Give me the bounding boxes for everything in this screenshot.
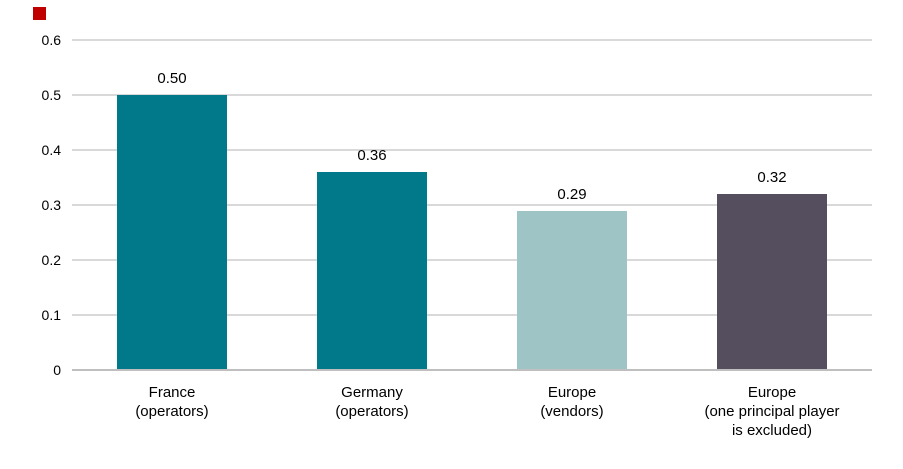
- gridline: [72, 94, 872, 96]
- y-axis-tick-label: 0.2: [41, 252, 61, 268]
- x-axis-category-label: Germany (operators): [335, 384, 409, 420]
- bar: [517, 211, 627, 369]
- y-axis-tick-label: 0.1: [41, 307, 61, 323]
- bar-value-label: 0.50: [157, 70, 187, 87]
- bar-value-label: 0.32: [757, 169, 787, 186]
- gridline: [72, 39, 872, 41]
- gridline: [72, 259, 872, 261]
- x-axis-category-label: France (operators): [135, 384, 209, 420]
- y-axis-tick-label: 0.6: [41, 32, 61, 48]
- y-axis-tick-label: 0.5: [41, 87, 61, 103]
- y-axis-tick-label: 0.3: [41, 197, 61, 213]
- bar-value-label: 0.36: [357, 147, 387, 164]
- bar: [117, 95, 227, 369]
- y-axis-tick-label: 0: [53, 362, 61, 378]
- gridline: [72, 204, 872, 206]
- bar: [717, 194, 827, 369]
- gridline: [72, 149, 872, 151]
- x-axis-category-label: Europe (vendors): [540, 384, 604, 420]
- y-axis-tick-label: 0.4: [41, 142, 61, 158]
- x-axis-line: [72, 369, 872, 371]
- x-axis-category-label: Europe (one principal player is excluded…: [704, 384, 840, 439]
- bar: [317, 172, 427, 369]
- gridline: [72, 314, 872, 316]
- red-square-marker: [33, 7, 46, 20]
- bar-value-label: 0.29: [557, 186, 587, 203]
